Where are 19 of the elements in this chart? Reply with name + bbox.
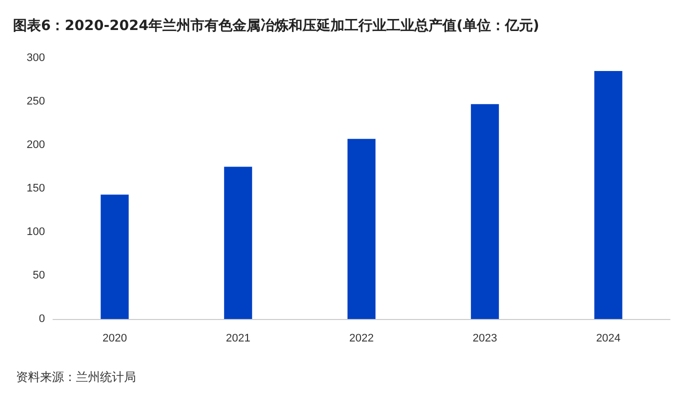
- y-tick-label: 100: [26, 226, 45, 238]
- y-tick-label: 150: [26, 182, 45, 194]
- bar: [348, 138, 376, 319]
- y-tick-label: 300: [26, 52, 45, 64]
- bar: [100, 194, 129, 319]
- y-tick-label: 50: [32, 270, 45, 282]
- bar: [470, 104, 499, 319]
- y-tick-label: 250: [26, 96, 45, 108]
- y-tick-label: 200: [26, 139, 45, 151]
- x-tick-label: 2020: [102, 332, 127, 344]
- bar: [594, 71, 622, 319]
- chart-title: 图表6：2020-2024年兰州市有色金属冶炼和压延加工行业工业总产值(单位：亿元): [13, 17, 540, 34]
- text: 资料来源：兰州统计局: [16, 370, 136, 384]
- y-tick-label: 0: [38, 313, 45, 325]
- bar: [224, 166, 252, 319]
- x-tick-label: 2021: [226, 332, 250, 344]
- x-tick-label: 2024: [596, 332, 621, 344]
- x-tick-label: 2023: [472, 332, 498, 344]
- x-tick-label: 2022: [349, 332, 374, 344]
